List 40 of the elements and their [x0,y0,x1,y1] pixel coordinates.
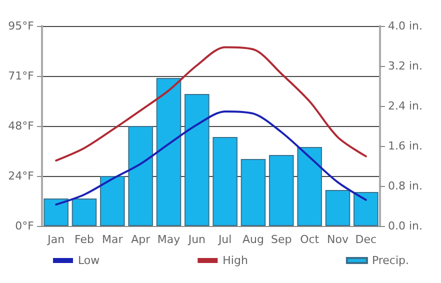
x-tick-label: May [157,233,181,246]
y2-tick-label: 3.2 in. [388,60,423,72]
x-tick-label: Jul [217,233,232,246]
y-tick-label: 0°F [15,220,34,232]
line-series [55,46,367,162]
y-tick-label: 71°F [8,70,34,82]
bar [325,190,350,226]
x-tick-label: Sep [271,233,292,246]
y-tick-label: 95°F [8,20,34,32]
x-tick-label: Nov [327,233,349,246]
bar [156,78,182,226]
bar [184,94,210,226]
bar [297,147,322,226]
x-tick-label: Jun [187,233,206,246]
x-tick-label: Oct [300,233,320,246]
bar [44,198,68,226]
bar [100,176,125,226]
bar [240,159,266,226]
legend-label: Precip. [372,254,410,267]
y-tick-label: 48°F [8,120,34,132]
y-tick-label: 24°F [8,170,34,182]
bar [72,198,97,226]
y2-tick-label: 0.8 in. [388,180,423,192]
x-tick-label: Mar [102,233,124,246]
bar [128,126,153,226]
y2-tick-label: 4.0 in. [388,20,423,32]
bar [269,155,294,226]
bar [354,192,378,226]
y2-tick-label: 2.4 in. [388,100,423,112]
x-tick-label: Dec [355,233,377,246]
legend-label: High [222,254,248,267]
x-tick-label: Jan [46,233,65,246]
x-tick-label: Apr [131,233,151,246]
y2-tick-label: 1.6 in. [388,140,423,152]
legend-label: Low [78,254,100,267]
bar [212,137,238,226]
y2-tick-label: 0.0 in. [388,220,423,232]
x-tick-label: Feb [74,233,94,246]
x-tick-label: Aug [242,233,264,246]
line-series [55,110,367,206]
